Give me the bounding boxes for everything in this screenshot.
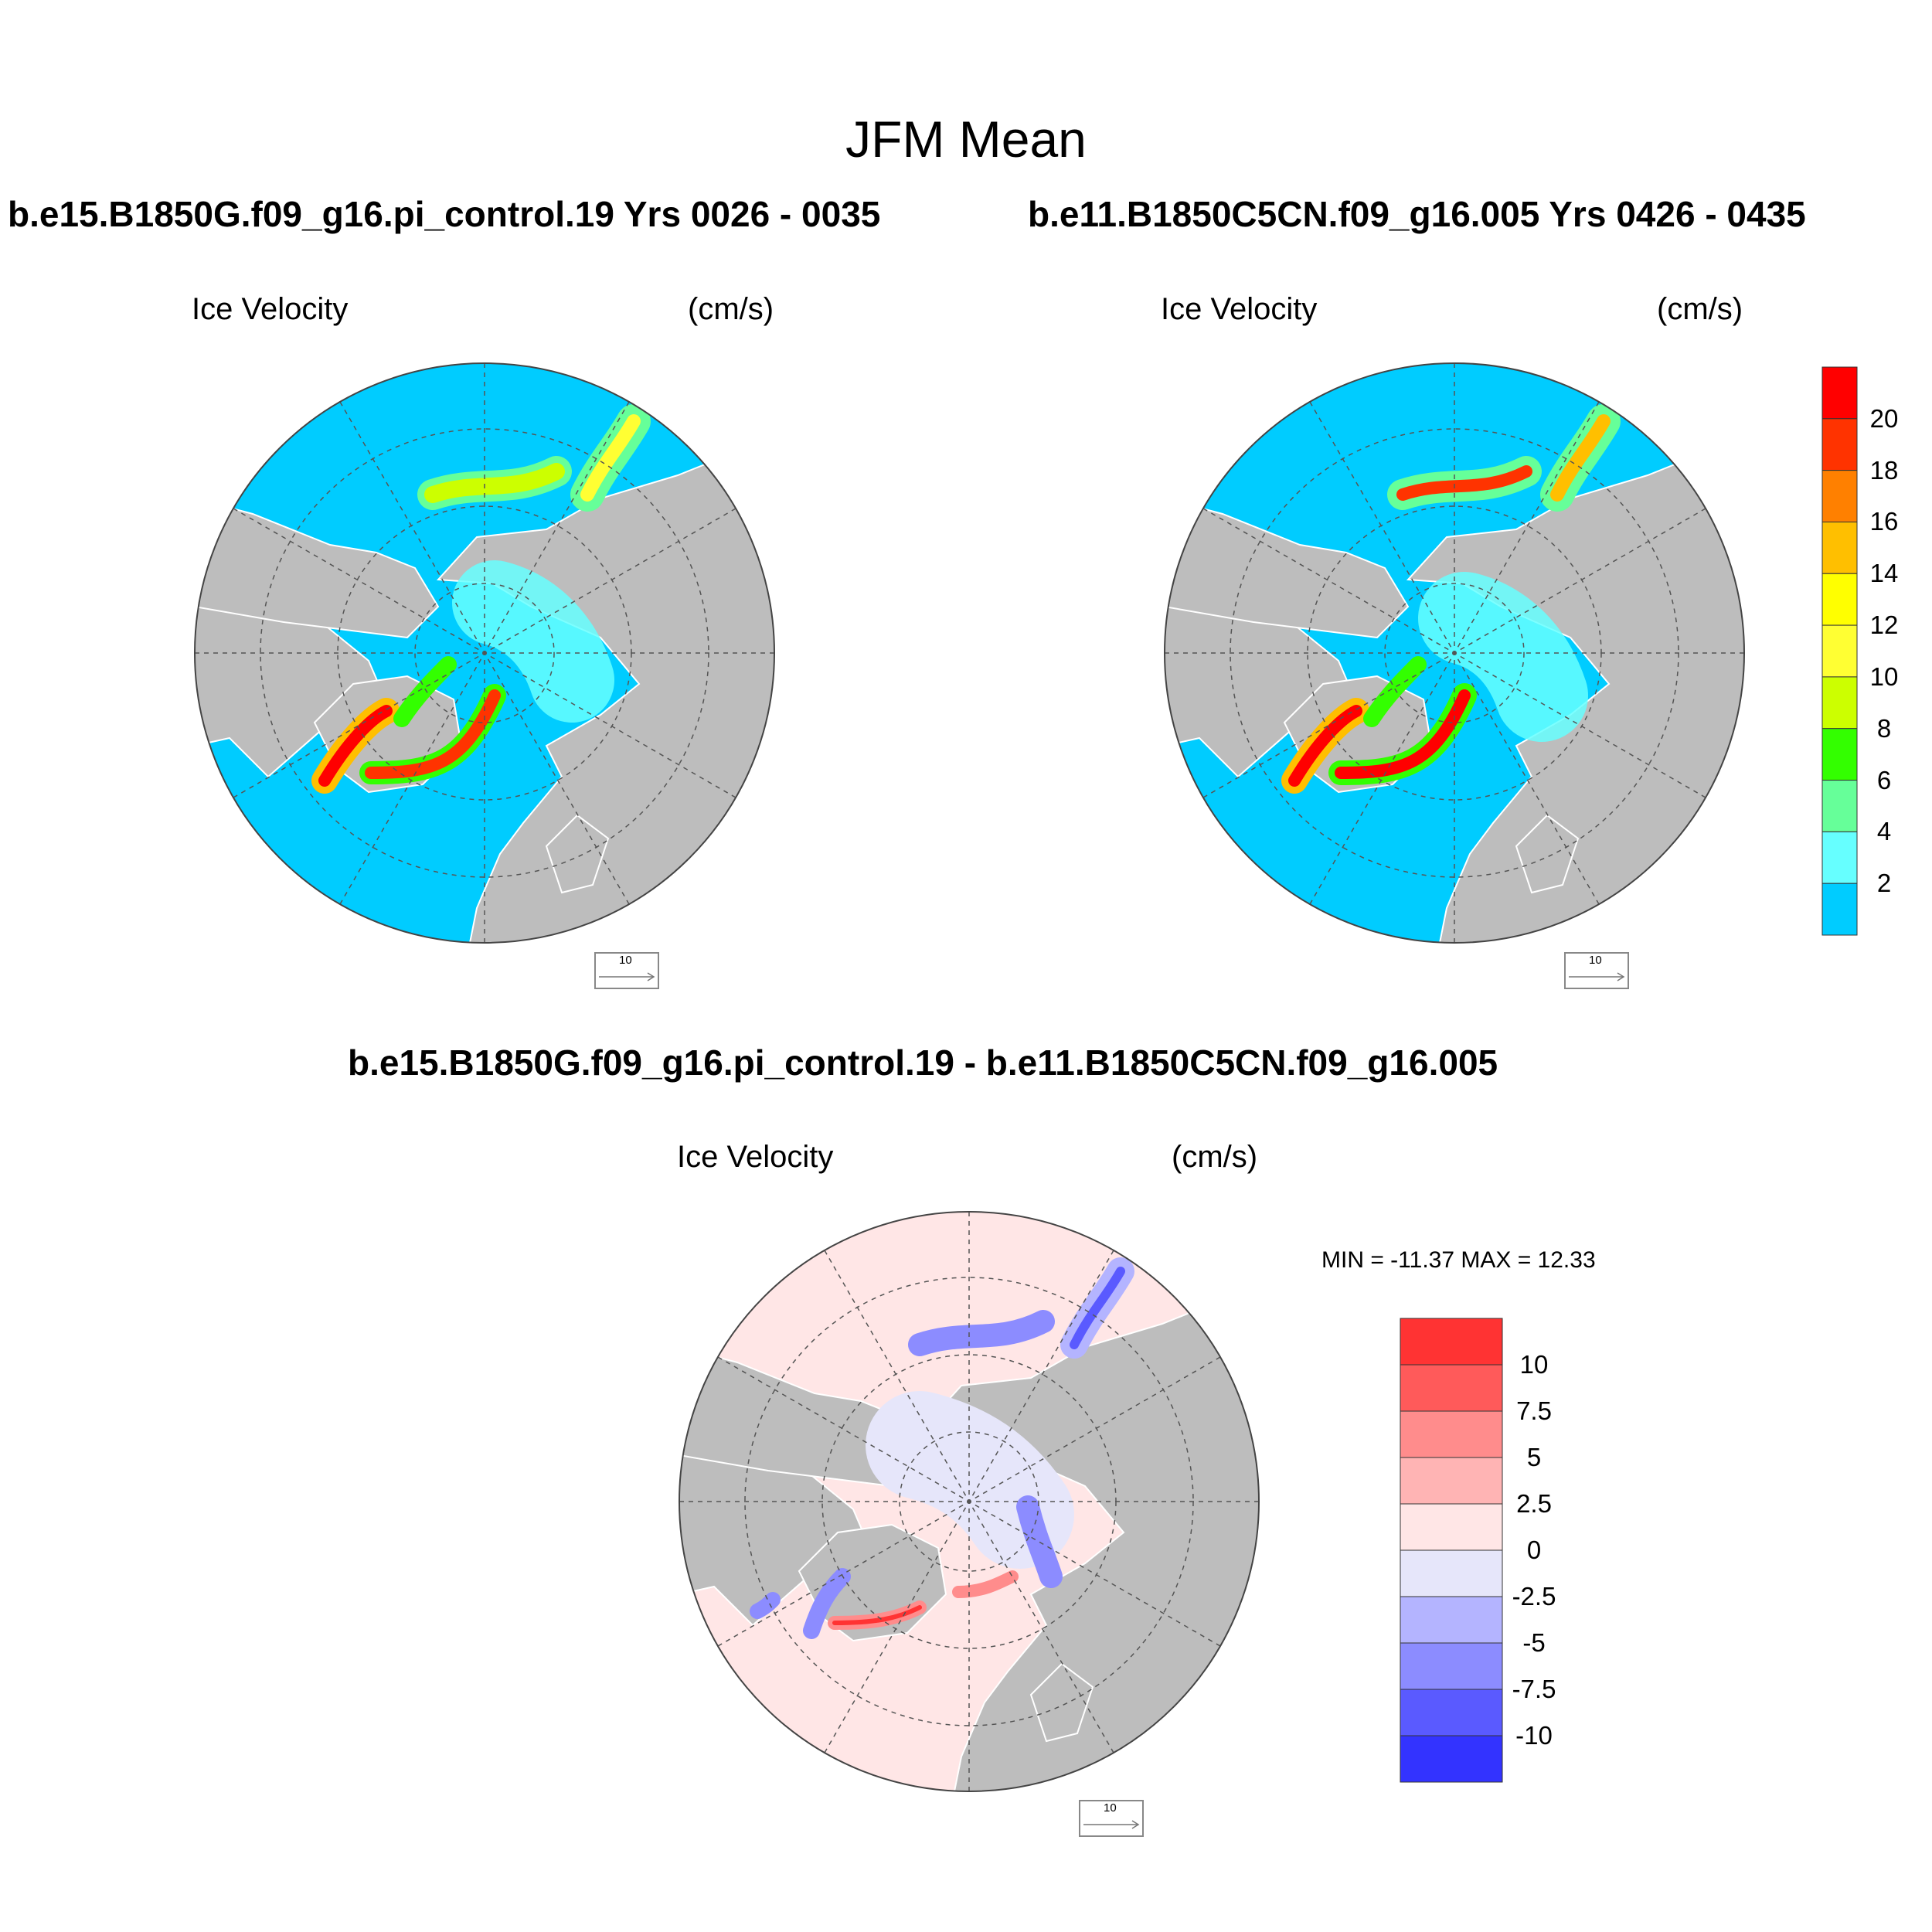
panel2-ref-vector-label: 10 (1589, 954, 1602, 967)
colorbar-top-label: 20 (1869, 403, 1899, 433)
panel1-map (195, 363, 774, 943)
colorbar-bottom-box-1 (1400, 1364, 1503, 1412)
colorbar-top-label: 6 (1876, 765, 1892, 794)
panel3-ref-vector (1079, 1800, 1144, 1837)
panel3-left-label: Ice Velocity (677, 1140, 834, 1174)
colorbar-bottom-label: -7.5 (1512, 1675, 1556, 1703)
colorbar-bottom-label: 2.5 (1516, 1489, 1552, 1518)
main-title: JFM Mean (845, 111, 1087, 168)
colorbar-bottom-box-7 (1400, 1642, 1503, 1690)
colorbar-bottom-label: -2.5 (1512, 1582, 1556, 1611)
colorbar-top-box-7 (1821, 728, 1858, 781)
colorbar-top-label: 2 (1876, 869, 1892, 898)
panel1-case-title: b.e15.B1850G.f09_g16.pi_control.19 Yrs 0… (8, 194, 881, 234)
panel3-map-border (679, 1211, 1260, 1792)
colorbar-bottom-box-4 (1400, 1503, 1503, 1551)
panel2-right-label: (cm/s) (1657, 292, 1743, 326)
panel2-ref-vector (1564, 952, 1629, 989)
colorbar-top-label: 10 (1869, 662, 1899, 691)
colorbar-top-box-6 (1821, 676, 1858, 730)
colorbar-top-box-5 (1821, 624, 1858, 678)
colorbar-bottom-label: 10 (1519, 1350, 1549, 1379)
panel3-right-label: (cm/s) (1172, 1140, 1258, 1174)
colorbar-bottom-box-5 (1400, 1549, 1503, 1597)
panel1-ref-vector-label: 10 (619, 954, 632, 967)
colorbar-top-box-3 (1821, 521, 1858, 574)
colorbar-top-box-2 (1821, 470, 1858, 522)
colorbar-top-label: 4 (1876, 817, 1892, 846)
colorbar-bottom-label: 7.5 (1516, 1396, 1552, 1425)
colorbar-top-label: 18 (1869, 455, 1899, 485)
colorbar-top-label: 12 (1869, 611, 1899, 640)
colorbar-top-box-8 (1821, 780, 1858, 832)
colorbar-top-label: 14 (1869, 559, 1899, 588)
colorbar-top-box-1 (1821, 418, 1858, 471)
panel2-case-title: b.e11.B1850C5CN.f09_g16.005 Yrs 0426 - 0… (1028, 194, 1806, 234)
colorbar-bottom-label: 5 (1526, 1443, 1542, 1471)
colorbar-bottom-label: -10 (1515, 1721, 1553, 1750)
panel1-map-border (194, 362, 775, 944)
panel1-ref-vector (594, 952, 659, 989)
colorbar-top-label: 8 (1876, 713, 1892, 743)
colorbar-bottom-box-6 (1400, 1596, 1503, 1644)
panel3-case-title: b.e15.B1850G.f09_g16.pi_control.19 - b.e… (348, 1043, 1498, 1083)
colorbar-bottom-box-0 (1400, 1318, 1503, 1366)
colorbar-top-box-0 (1821, 366, 1858, 420)
colorbar-bottom-box-3 (1400, 1457, 1503, 1505)
panel3-map (679, 1212, 1259, 1791)
panel2-map-border (1164, 362, 1745, 944)
panel2-left-label: Ice Velocity (1161, 292, 1318, 326)
panel3-ref-vector-label: 10 (1104, 1801, 1117, 1815)
colorbar-bottom-box-8 (1400, 1689, 1503, 1736)
colorbar-top-label: 16 (1869, 507, 1899, 536)
panel2-map (1165, 363, 1744, 943)
panel1-left-label: Ice Velocity (192, 292, 349, 326)
colorbar-bottom-box-2 (1400, 1410, 1503, 1458)
colorbar-bottom-label: -5 (1522, 1628, 1546, 1657)
colorbar-top (1821, 366, 1858, 936)
panel3-minmax: MIN = -11.37 MAX = 12.33 (1321, 1247, 1596, 1273)
colorbar-top-box-10 (1821, 883, 1858, 936)
colorbar-top-box-4 (1821, 573, 1858, 626)
colorbar-bottom-label: 0 (1526, 1536, 1542, 1564)
colorbar-top-box-9 (1821, 831, 1858, 884)
colorbar-bottom (1400, 1318, 1503, 1783)
panel1-right-label: (cm/s) (688, 292, 774, 326)
colorbar-bottom-box-9 (1400, 1735, 1503, 1783)
